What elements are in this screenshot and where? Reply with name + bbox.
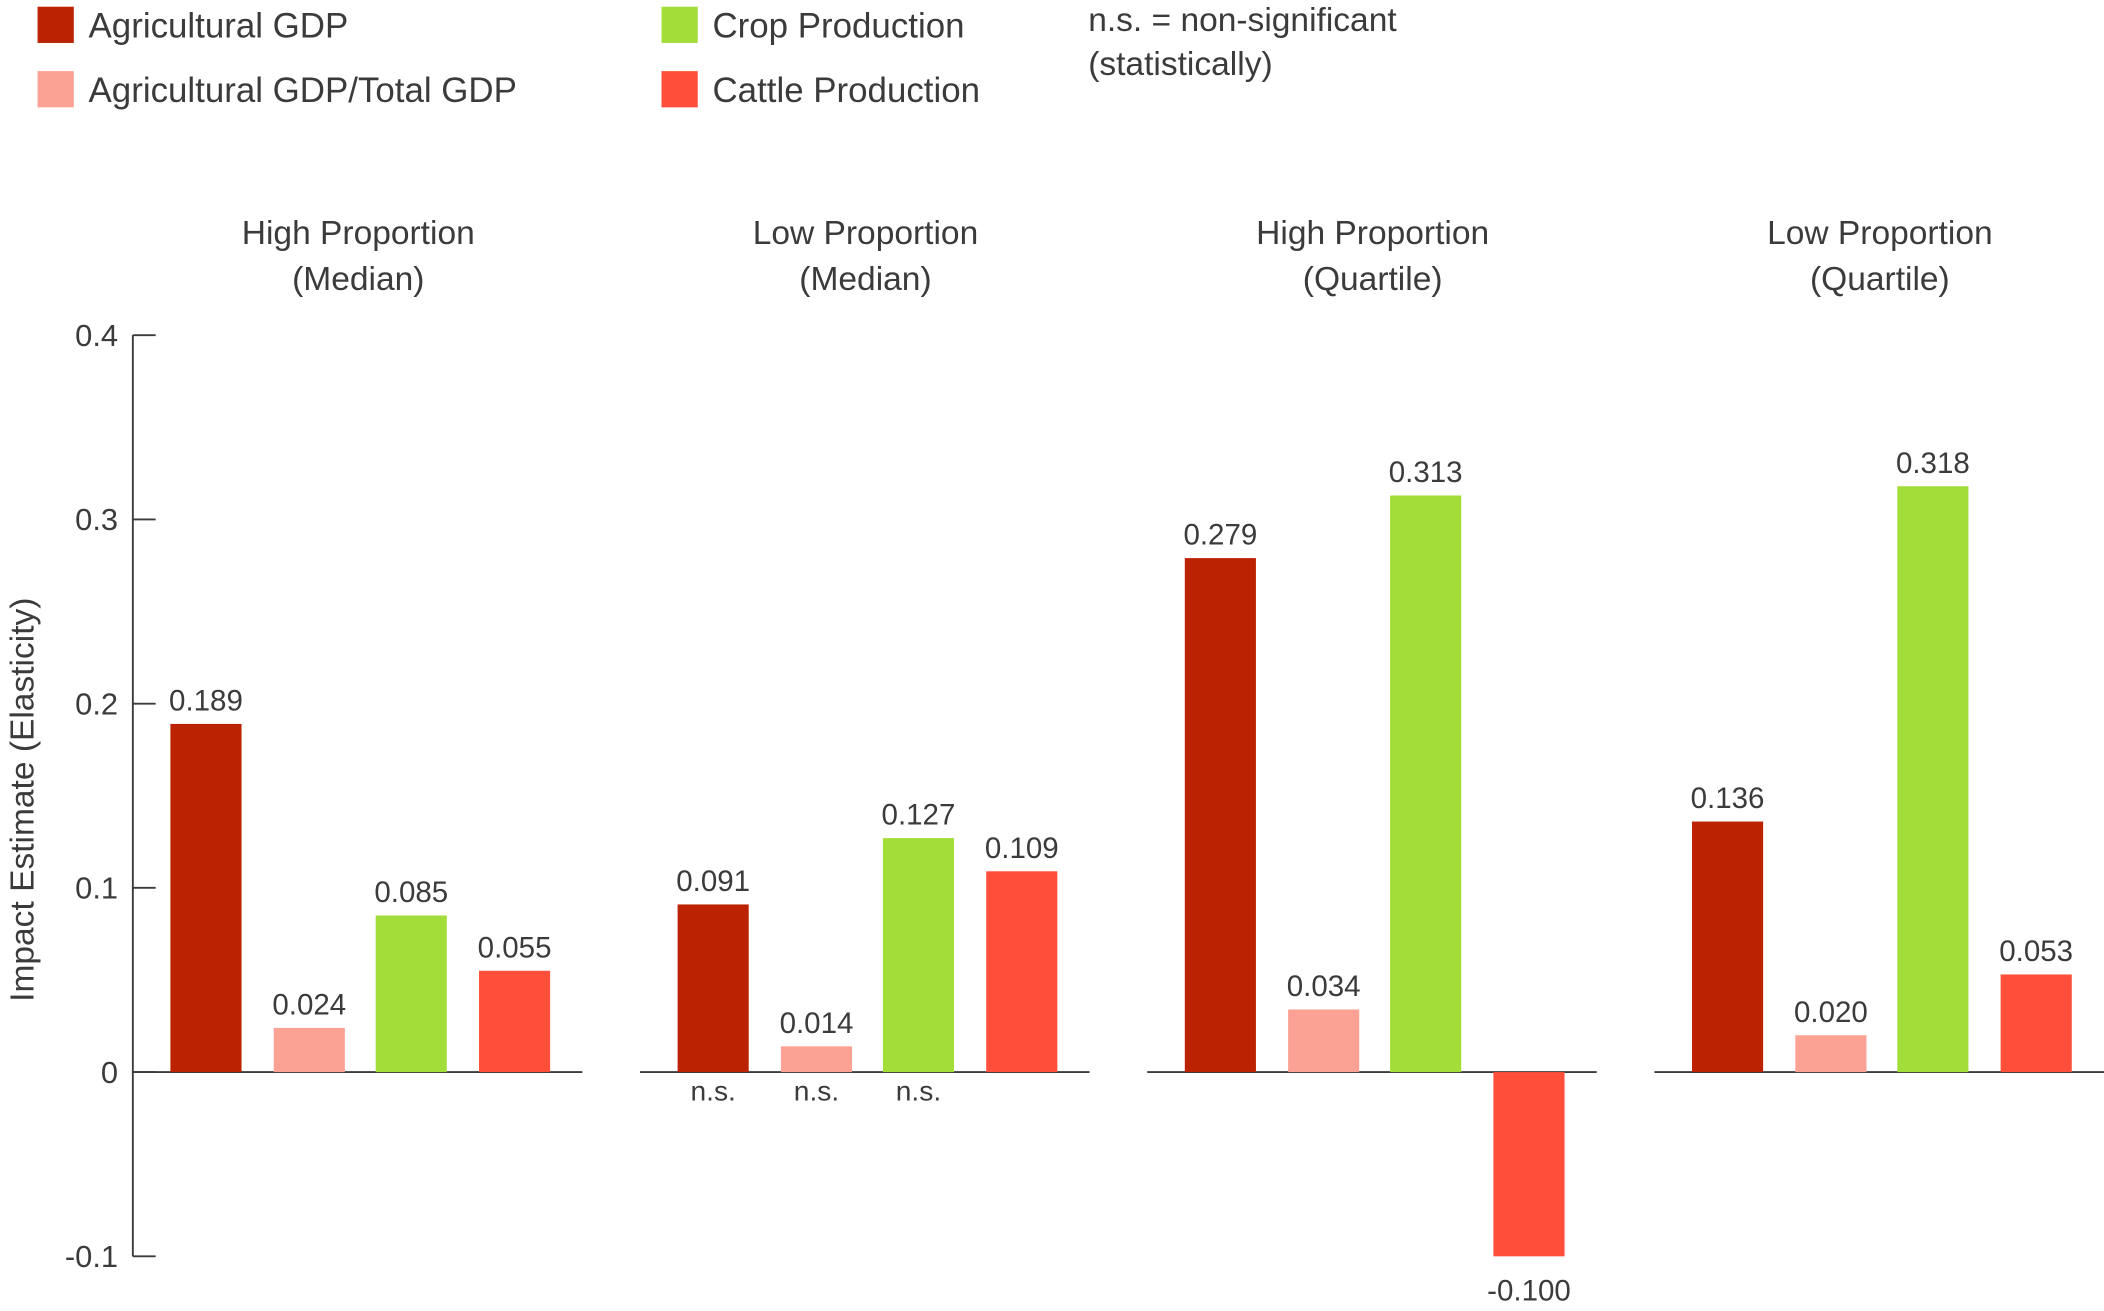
legend-item: Crop Production (661, 6, 965, 46)
bar (273, 1027, 345, 1073)
significance-label: n.s. (794, 1074, 839, 1106)
legend-label: Agricultural GDP/Total GDP (89, 71, 517, 110)
bar (479, 970, 551, 1073)
y-tick-label: 0.1 (75, 871, 118, 906)
y-tick-label: 0.2 (75, 686, 118, 721)
y-tick-label: -0.1 (65, 1239, 118, 1274)
note-line: (statistically) (1088, 46, 1272, 83)
legend-label: Agricultural GDP (89, 7, 349, 46)
panel-title: (Quartile) (1810, 261, 1950, 298)
bar-value-label: 0.053 (1999, 935, 2073, 968)
bar-value-label: 0.127 (882, 799, 956, 832)
bar-value-label: -0.100 (1487, 1275, 1571, 1308)
y-axis-title: Impact Estimate (Elasticity) (5, 598, 42, 1002)
panel-title: High Proportion (1256, 215, 1489, 252)
y-tick-label: 0 (101, 1055, 118, 1090)
note-line: n.s. = non-significant (1088, 2, 1397, 39)
bar (1692, 821, 1764, 1073)
bar (1897, 486, 1969, 1073)
bar-value-label: 0.189 (169, 684, 243, 717)
bar (780, 1046, 853, 1073)
panel-title: (Quartile) (1303, 261, 1443, 298)
bar-value-label: 0.091 (676, 865, 750, 898)
bar-value-label: 0.085 (374, 876, 448, 909)
bar-value-label: 0.020 (1794, 996, 1868, 1029)
panel-title: (Median) (799, 261, 931, 298)
significance-note: n.s. = non-significant (statistically) (1088, 2, 1397, 83)
bar-value-label: 0.313 (1389, 456, 1463, 489)
panel: 0.091 n.s. 0.014 n.s. 0.127 n.s. 0.109 (640, 799, 1090, 1106)
significance-label: n.s. (690, 1074, 735, 1106)
bar (882, 838, 955, 1073)
y-tick-label: 0.4 (75, 318, 118, 353)
bar (2000, 974, 2072, 1073)
bar-value-label: 0.014 (780, 1007, 854, 1040)
bar-value-label: 0.279 (1183, 519, 1257, 552)
legend-item: Agricultural GDP (37, 6, 349, 46)
legend-item: Cattle Production (661, 71, 980, 110)
bar-value-label: 0.034 (1287, 970, 1361, 1003)
legend: Agricultural GDP Agricultural GDP/Total G… (37, 6, 980, 110)
bar (1288, 1009, 1360, 1073)
bar (986, 871, 1058, 1073)
bar-value-label: 0.024 (272, 988, 346, 1021)
bar (1184, 558, 1256, 1073)
legend-swatch (37, 6, 74, 43)
panel: 0.189 0.024 0.085 0.055 (132, 684, 583, 1074)
bar (1493, 1072, 1565, 1257)
y-axis: 0.4 0.3 0.2 0.1 0 -0.1 Impact Estimate (Elasti… (5, 318, 156, 1274)
panel-title: Low Proportion (1767, 215, 1993, 252)
panel: 0.136 0.020 0.318 0.053 (1654, 447, 2104, 1074)
legend-swatch (661, 6, 698, 43)
y-tick-label: 0.3 (75, 502, 118, 537)
bar-value-label: 0.136 (1691, 782, 1765, 815)
panel-titles: High Proportion (Median) Low Proportion (Me… (242, 215, 1993, 298)
bar (375, 915, 447, 1073)
legend-swatch (37, 71, 74, 108)
panel-title: Low Proportion (753, 215, 979, 252)
panel-title: High Proportion (242, 215, 475, 252)
legend-swatch (661, 71, 698, 108)
bar (1795, 1035, 1867, 1073)
legend-label: Crop Production (712, 7, 964, 46)
legend-label: Cattle Production (712, 71, 980, 110)
bars: 0.1890.0240.0850.0550.091n.s.0.014n.s.0.… (132, 447, 2104, 1308)
panel: 0.279 0.034 0.313 -0.100 (1147, 456, 1597, 1308)
bar (1390, 495, 1462, 1073)
bar (677, 904, 749, 1073)
bar-value-label: 0.109 (985, 832, 1059, 865)
bar-value-label: 0.055 (478, 931, 552, 964)
legend-item: Agricultural GDP/Total GDP (37, 71, 517, 110)
bar-value-label: 0.318 (1896, 447, 1970, 480)
panel-title: (Median) (292, 261, 424, 298)
significance-label: n.s. (896, 1074, 941, 1106)
bar (170, 723, 242, 1073)
